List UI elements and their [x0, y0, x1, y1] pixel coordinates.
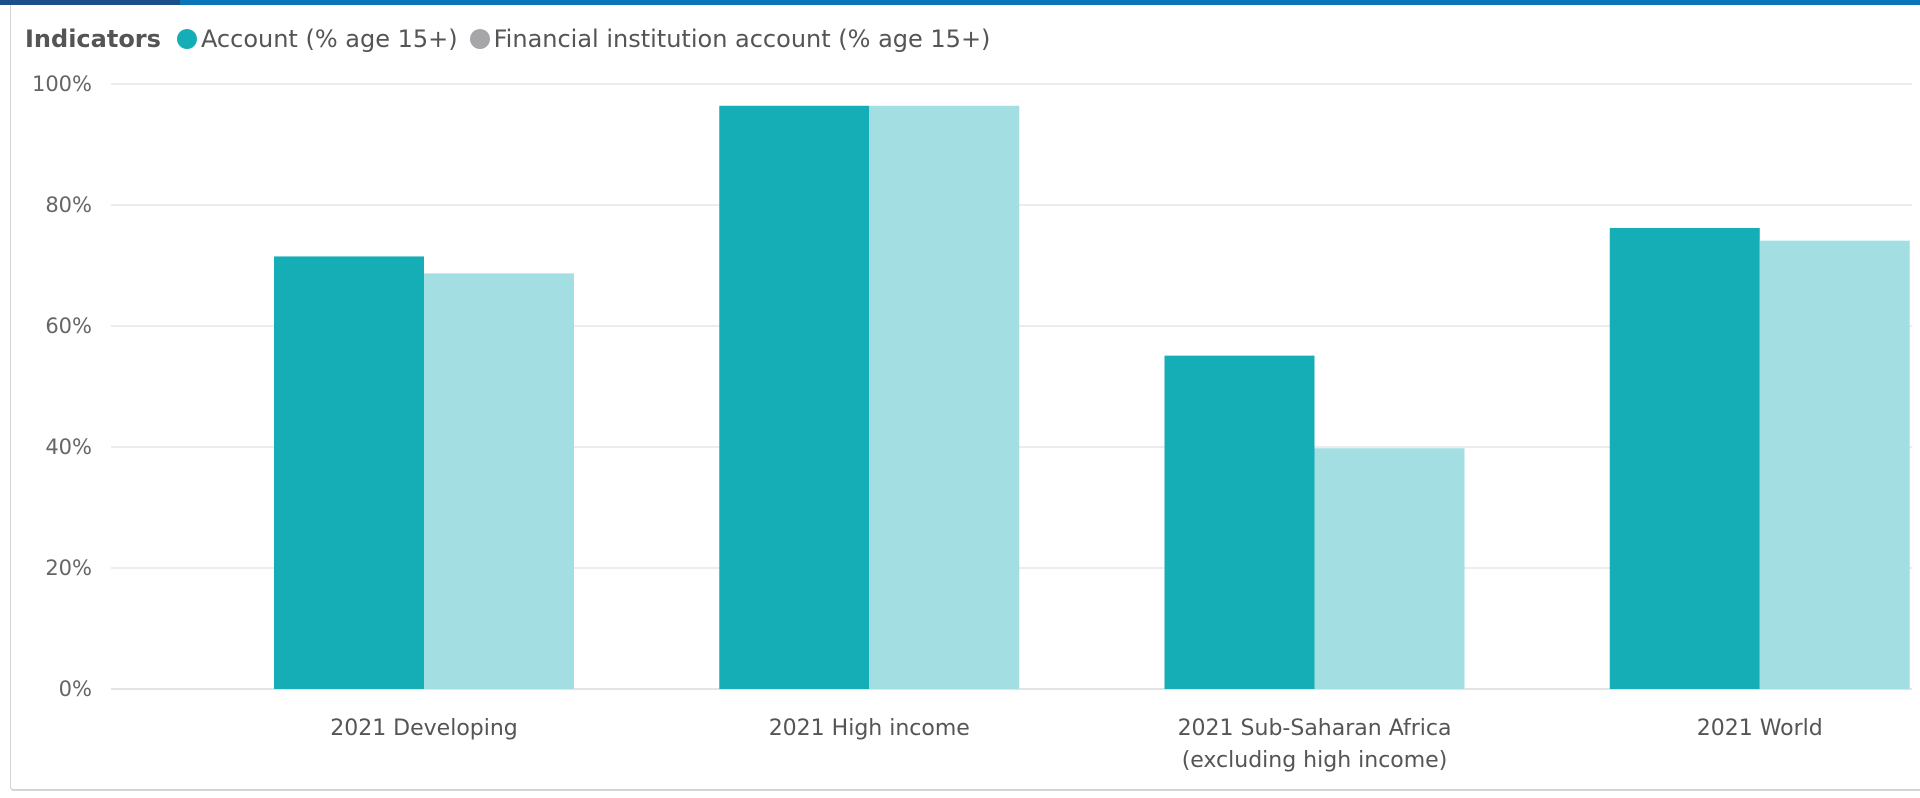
bar — [424, 273, 574, 689]
bar — [274, 256, 424, 689]
bar — [719, 105, 870, 689]
bar — [1759, 240, 1910, 689]
x-tick-label: 2021 Sub-Saharan Africa — [1178, 716, 1452, 741]
legend-item-account[interactable]: Account (% age 15+) — [176, 25, 458, 53]
top-accent-bar — [0, 0, 1920, 5]
x-tick-label: 2021 World — [1697, 716, 1823, 741]
legend-title: Indicators — [25, 25, 161, 53]
bar — [1609, 227, 1760, 690]
bar — [1314, 448, 1465, 689]
y-tick-label: 40% — [45, 435, 92, 459]
legend-dot-account — [176, 29, 197, 49]
x-tick-label: (excluding high income) — [1182, 748, 1448, 773]
bar — [869, 105, 1020, 689]
x-tick-label: 2021 Developing — [330, 716, 518, 741]
x-tick-label: 2021 High income — [769, 716, 970, 741]
y-tick-label: 80% — [45, 193, 92, 217]
legend-dot-financial-institution — [469, 29, 490, 49]
legend-label-financial-institution: Financial institution account (% age 15+… — [493, 25, 991, 53]
chart-legend: Indicators Account (% age 15+) Financial… — [25, 24, 1002, 54]
y-tick-label: 20% — [45, 556, 92, 580]
legend-item-financial-institution[interactable]: Financial institution account (% age 15+… — [469, 25, 991, 53]
legend-label-account: Account (% age 15+) — [200, 25, 458, 53]
y-tick-label: 100% — [32, 72, 92, 96]
y-tick-label: 60% — [45, 314, 92, 338]
active-tab-indicator — [0, 0, 180, 5]
y-tick-label: 0% — [59, 677, 92, 701]
bar — [1164, 355, 1315, 689]
